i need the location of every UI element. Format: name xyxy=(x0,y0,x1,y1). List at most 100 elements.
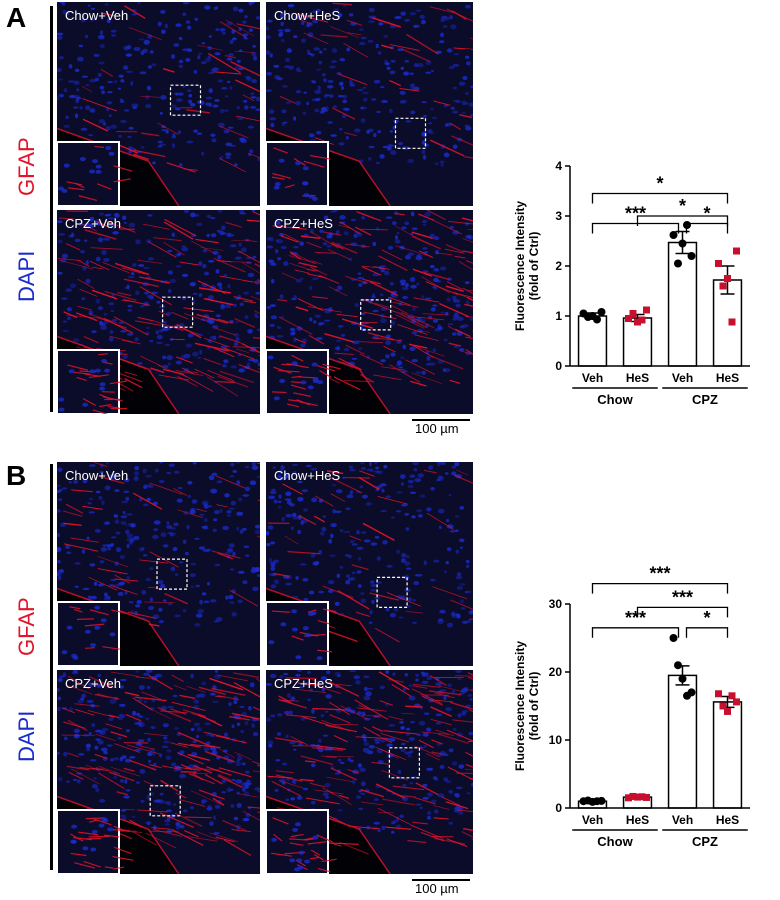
panel-letter-a: A xyxy=(6,2,27,33)
micrograph-label: CPZ+Veh xyxy=(65,676,122,691)
significance-bracket xyxy=(591,627,680,638)
significance-label: *** xyxy=(625,608,646,628)
micrograph-b-chow-veh: Chow+Veh xyxy=(57,462,260,666)
data-point xyxy=(638,316,646,324)
data-point xyxy=(733,698,740,706)
y-axis-label: (fold of Ctrl) xyxy=(527,672,541,741)
significance-bracket xyxy=(636,215,729,226)
micrograph-a-chow-veh: Chow+Veh xyxy=(57,2,260,206)
data-point xyxy=(678,239,687,248)
micrograph-label: CPZ+Veh xyxy=(65,216,122,231)
significance-bracket xyxy=(591,192,729,204)
scale-bar-b xyxy=(412,879,470,881)
micrograph-label: Chow+Veh xyxy=(65,8,129,23)
data-point xyxy=(597,308,606,316)
x-tick-label: Veh xyxy=(672,813,693,827)
y-tick-label: 10 xyxy=(549,733,563,747)
x-tick-label: Veh xyxy=(672,371,693,385)
data-point xyxy=(669,231,678,239)
y-tick-label: 2 xyxy=(555,259,562,273)
scale-bar-a xyxy=(412,419,470,421)
significance-label: *** xyxy=(649,564,670,584)
x-tick-label: Veh xyxy=(582,813,603,827)
significance-bracket xyxy=(636,606,729,618)
data-point xyxy=(593,315,601,324)
group-label: CPZ xyxy=(692,834,718,849)
dapi-label-b: DAPI xyxy=(14,710,39,762)
y-axis-label: Fluorescence Intensity xyxy=(513,201,527,331)
y-tick-label: 3 xyxy=(555,209,562,223)
gfap-label-a: GFAP xyxy=(14,137,39,196)
scale-bar-label-a: 100 µm xyxy=(415,421,459,436)
data-point xyxy=(669,634,678,642)
significance-label: * xyxy=(703,204,710,224)
significance-bracket xyxy=(685,222,729,234)
y-tick-label: 1 xyxy=(555,309,562,323)
data-point xyxy=(634,793,641,801)
micrograph-label: Chow+HeS xyxy=(274,468,341,483)
micrograph-label: Chow+Veh xyxy=(65,468,129,483)
data-point xyxy=(629,792,637,800)
data-point xyxy=(643,793,650,801)
micrograph-label: Chow+HeS xyxy=(274,8,341,23)
data-point xyxy=(728,318,736,326)
panel-a-divider xyxy=(50,6,53,412)
data-point xyxy=(674,661,682,670)
panel-letter-b: B xyxy=(6,460,27,491)
panel-b-divider xyxy=(50,464,53,870)
y-tick-label: 30 xyxy=(549,597,563,611)
significance-label: *** xyxy=(625,204,646,224)
group-label: Chow xyxy=(597,392,633,407)
bar xyxy=(577,315,608,367)
data-point xyxy=(597,796,606,805)
gfap-label-b: GFAP xyxy=(14,597,39,656)
significance-label: * xyxy=(656,174,663,194)
x-tick-label: HeS xyxy=(716,371,739,385)
data-point xyxy=(724,707,731,715)
y-axis-label: Fluorescence Intensity xyxy=(513,641,527,771)
y-tick-label: 4 xyxy=(555,159,562,173)
bar xyxy=(712,701,743,809)
scale-bar-label-b: 100 µm xyxy=(415,881,459,896)
data-point xyxy=(625,794,632,802)
micrograph-label: CPZ+HeS xyxy=(274,216,333,231)
micrograph-b-cpz-veh: CPZ+Veh xyxy=(57,670,260,874)
significance-label: * xyxy=(703,608,710,628)
data-point xyxy=(728,692,736,700)
dapi-label-a: DAPI xyxy=(14,250,39,302)
data-point xyxy=(674,259,682,268)
micrograph-a-cpz-veh: CPZ+Veh xyxy=(57,210,260,414)
data-point xyxy=(643,306,650,314)
data-point xyxy=(638,793,646,801)
data-point xyxy=(719,282,727,290)
y-axis-label: (fold of Ctrl) xyxy=(527,232,541,301)
micrograph-a-cpz-hes: CPZ+HeS xyxy=(266,210,473,414)
micrograph-a-chow-hes: Chow+HeS xyxy=(266,2,473,206)
x-tick-label: HeS xyxy=(626,813,649,827)
data-point xyxy=(687,252,696,260)
x-tick-label: HeS xyxy=(716,813,739,827)
x-tick-label: HeS xyxy=(626,371,649,385)
significance-bracket xyxy=(591,582,729,594)
y-tick-label: 20 xyxy=(549,665,563,679)
bar-chart-b: 0 10 20 30 Fluorescence Intensity (fold of Ct… xyxy=(513,564,750,849)
y-tick-label: 0 xyxy=(555,801,562,815)
bar-chart-a: 0 1 2 3 4 Fluorescence Intensity (fold of Ctrl… xyxy=(513,159,750,407)
micrograph-b-cpz-hes: CPZ+HeS xyxy=(266,670,473,874)
x-tick-label: Veh xyxy=(582,371,603,385)
significance-bracket xyxy=(591,222,680,234)
data-point xyxy=(687,688,696,697)
data-point xyxy=(715,690,722,698)
significance-bracket xyxy=(685,627,729,638)
data-point xyxy=(719,702,727,710)
significance-label: * xyxy=(679,196,686,216)
bar xyxy=(622,317,653,367)
bar xyxy=(667,241,698,367)
data-point xyxy=(634,318,641,326)
data-point xyxy=(724,275,731,282)
y-tick-label: 0 xyxy=(555,359,562,373)
group-label: Chow xyxy=(597,834,633,849)
group-label: CPZ xyxy=(692,392,718,407)
data-point xyxy=(678,674,687,683)
data-point xyxy=(625,315,632,322)
